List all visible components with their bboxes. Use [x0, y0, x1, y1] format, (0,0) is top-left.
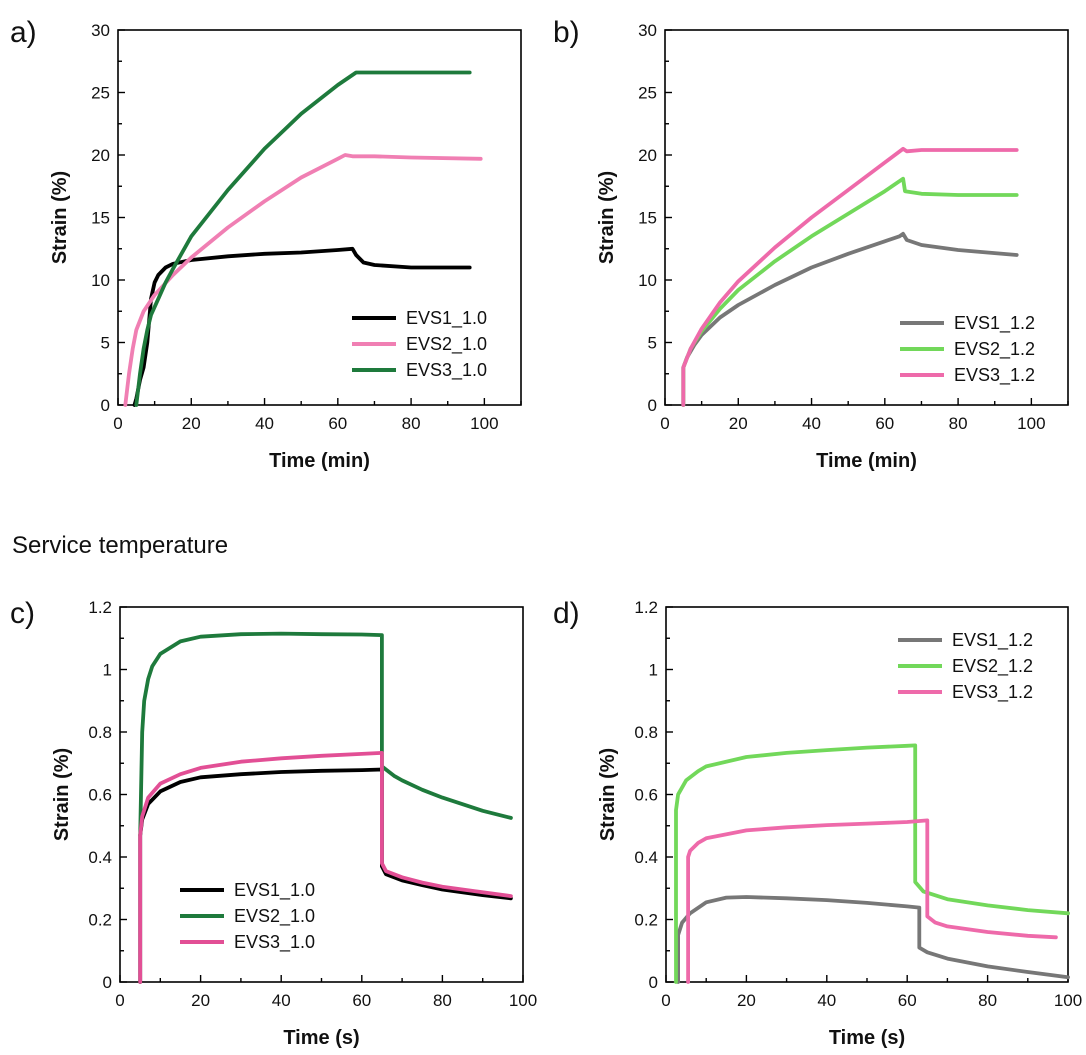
x-tick-label: 40 [802, 414, 821, 433]
y-tick-label: 0.6 [634, 786, 658, 805]
series-line-evs2-1-2 [674, 743, 1070, 984]
x-tick-label: 80 [402, 414, 421, 433]
x-tick-label: 80 [949, 414, 968, 433]
y-tick-label: 1.2 [634, 598, 658, 617]
legend: EVS1_1.0 EVS2_1.0 EVS3_1.0 [352, 308, 487, 381]
x-tick-label: 100 [470, 414, 498, 433]
x-tick-label: 0 [115, 991, 124, 1010]
x-tick-label: 60 [328, 414, 347, 433]
legend-label: EVS1_1.0 [406, 308, 487, 329]
y-tick-label: 15 [91, 209, 110, 228]
x-tick-label: 20 [191, 991, 210, 1010]
y-tick-label: 10 [91, 271, 110, 290]
x-tick-label: 20 [182, 414, 201, 433]
y-tick-label: 0.4 [88, 848, 112, 867]
legend-label: EVS1_1.2 [952, 630, 1033, 651]
x-tick-label: 40 [255, 414, 274, 433]
x-tick-label: 40 [272, 991, 291, 1010]
x-tick-label: 60 [898, 991, 917, 1010]
series-line-evs2-1-0 [123, 153, 483, 407]
legend-label: EVS2_1.0 [234, 906, 315, 927]
series-line-evs3-1-0 [134, 70, 472, 407]
y-tick-label: 25 [91, 84, 110, 103]
x-tick-label: 80 [433, 991, 452, 1010]
panel-label: a) [10, 16, 37, 49]
series-line-evs3-1-0 [138, 751, 513, 984]
x-tick-label: 100 [509, 991, 537, 1010]
x-tick-label: 60 [352, 991, 371, 1010]
y-tick-label: 30 [91, 21, 110, 40]
y-axis-title: Strain (%) [49, 171, 71, 264]
plot-frame [119, 606, 524, 983]
y-tick-label: 20 [91, 146, 110, 165]
y-tick-label: 0 [103, 973, 112, 992]
y-tick-label: 1 [103, 661, 112, 680]
series-line-evs3-1-2 [686, 818, 1058, 984]
legend-label: EVS2_1.0 [406, 334, 487, 355]
legend: EVS1_1.2 EVS2_1.2 EVS3_1.2 [900, 313, 1035, 386]
y-tick-label: 20 [638, 146, 657, 165]
series-line-evs1-1-0 [138, 767, 513, 984]
y-tick-label: 25 [638, 84, 657, 103]
legend-label: EVS1_1.2 [954, 313, 1035, 334]
y-tick-label: 5 [101, 334, 110, 353]
x-tick-label: 20 [729, 414, 748, 433]
legend: EVS1_1.2 EVS2_1.2 EVS3_1.2 [898, 630, 1033, 703]
x-tick-label: 0 [113, 414, 122, 433]
x-tick-label: 0 [660, 414, 669, 433]
legend: EVS1_1.0 EVS2_1.0 EVS3_1.0 [180, 880, 315, 953]
chart-panel-1: a) 0 20 40 60 80 100 0 5 10 15 20 25 30 Time (min) Stra… [10, 16, 522, 472]
chart-panel-2: b) 0 20 40 60 80 100 0 5 10 15 20 25 30 Time (min) Stra… [553, 16, 1069, 472]
legend-label: EVS2_1.2 [952, 656, 1033, 677]
x-tick-label: 80 [978, 991, 997, 1010]
y-tick-label: 0.4 [634, 848, 658, 867]
y-tick-label: 1 [649, 661, 658, 680]
y-tick-label: 0.2 [634, 911, 658, 930]
x-axis-title: Time (s) [829, 1027, 905, 1049]
legend-label: EVS3_1.2 [952, 682, 1033, 703]
x-tick-label: 100 [1054, 991, 1082, 1010]
chart-panel-3: c) 0 20 40 60 80 100 0 0.2 0.4 0.6 0.8 1 1.2 Time (s) S… [10, 597, 537, 1049]
legend-label: EVS3_1.0 [406, 360, 487, 381]
panel-label: c) [10, 597, 35, 630]
y-tick-label: 0.8 [634, 723, 658, 742]
x-tick-label: 0 [661, 991, 670, 1010]
series-line-evs3-1-2 [681, 146, 1019, 407]
section-heading-service-temperature: Service temperature [12, 532, 229, 559]
x-axis-title: Time (min) [816, 450, 917, 472]
x-axis-title: Time (min) [269, 450, 370, 472]
x-tick-label: 60 [875, 414, 894, 433]
y-tick-label: 30 [638, 21, 657, 40]
chart-panel-4: d) 0 20 40 60 80 100 0 0.2 0.4 0.6 0.8 1 1.2 Time (s) S… [553, 597, 1082, 1049]
y-tick-label: 10 [638, 271, 657, 290]
panel-label: d) [553, 597, 580, 630]
y-axis-title: Strain (%) [597, 748, 619, 841]
y-tick-label: 0.8 [88, 723, 112, 742]
legend-label: EVS3_1.0 [234, 932, 315, 953]
x-tick-label: 20 [737, 991, 756, 1010]
y-tick-label: 0.6 [88, 786, 112, 805]
x-tick-label: 40 [817, 991, 836, 1010]
x-axis-title: Time (s) [283, 1027, 359, 1049]
legend-label: EVS1_1.0 [234, 880, 315, 901]
y-tick-label: 0 [101, 396, 110, 415]
panel-label: b) [553, 16, 580, 49]
y-axis-title: Strain (%) [596, 171, 618, 264]
y-tick-label: 0 [648, 396, 657, 415]
y-tick-label: 1.2 [88, 598, 112, 617]
y-tick-label: 15 [638, 209, 657, 228]
legend-label: EVS3_1.2 [954, 365, 1035, 386]
legend-label: EVS2_1.2 [954, 339, 1035, 360]
y-tick-label: 0 [649, 973, 658, 992]
y-tick-label: 0.2 [88, 911, 112, 930]
series-line-evs2-1-0 [138, 631, 513, 837]
y-tick-label: 5 [648, 334, 657, 353]
y-axis-title: Strain (%) [51, 748, 73, 841]
x-tick-label: 100 [1017, 414, 1045, 433]
